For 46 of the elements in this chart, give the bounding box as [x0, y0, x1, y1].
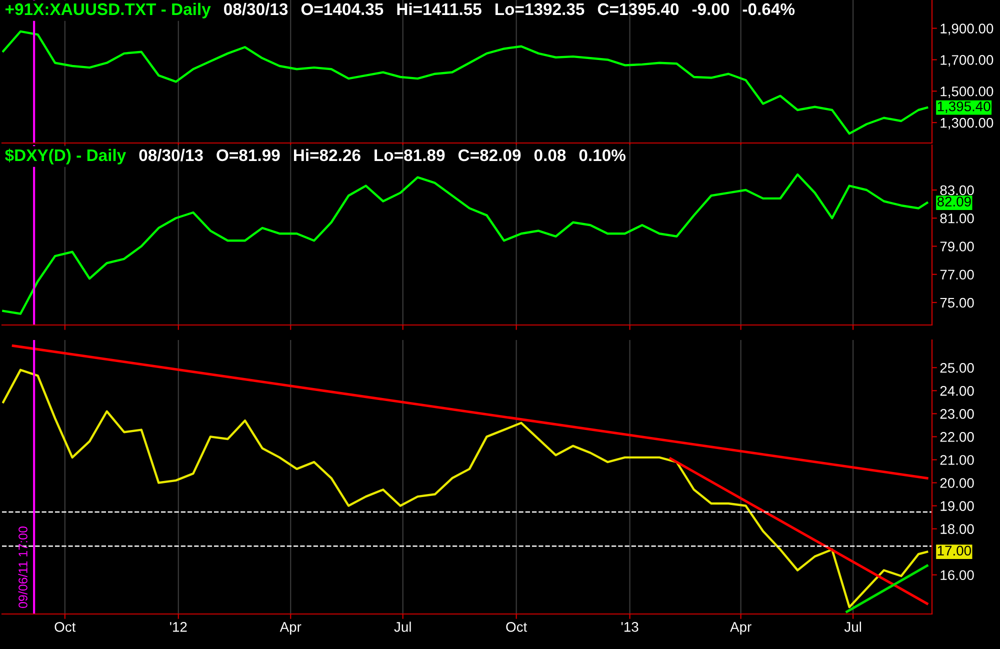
annotation: -9.00 [692, 3, 730, 16]
y-tick-label: 81.00 [940, 213, 974, 224]
y-tick-label: 20.00 [940, 478, 974, 488]
x-tick-label: Apr [730, 622, 752, 635]
y-tick-label: 79.00 [940, 242, 974, 252]
y-tick-label: 21.00 [940, 455, 974, 465]
annotation: C=1395.40 [598, 3, 679, 16]
chart-title: +91X:XAUUSD.TXT - Daily [5, 2, 211, 18]
y-tick-label: 25.00 [940, 362, 974, 373]
x-tick-label: Jul [394, 622, 411, 632]
y-tick-label: 1,300.00 [940, 118, 994, 130]
y-tick-label: 1,500.00 [940, 86, 994, 98]
annotation: 0.08 [534, 149, 566, 162]
annotation: O=1404.35 [301, 3, 384, 16]
x-tick-label: Jul [844, 622, 862, 632]
annotation: Hi=82.26 [294, 148, 360, 162]
x-tick-label: Oct [506, 622, 528, 632]
annotation: 08/30/13 [224, 2, 288, 16]
annotation: Hi=1411.55 [397, 2, 482, 16]
ref-line-label: 09/06/11 17:00 [18, 526, 28, 608]
annotation: O=81.99 [216, 149, 280, 162]
annotation: 82.09 [937, 196, 971, 207]
y-tick-label: 1,900.00 [940, 24, 994, 36]
annotation: -0.64% [742, 3, 795, 16]
y-tick-label: 19.00 [940, 501, 974, 511]
x-tick-label: Oct [54, 622, 76, 632]
annotation: C=82.09 [458, 149, 521, 162]
x-tick-label: '12 [170, 622, 187, 632]
annotation: 08/30/13 [139, 148, 203, 162]
y-tick-label: 23.00 [940, 409, 974, 419]
x-tick-label: '13 [621, 622, 638, 632]
annotation: Lo=1392.35 [496, 3, 584, 16]
y-tick-label: 24.00 [940, 386, 974, 396]
y-tick-label: 18.00 [940, 524, 974, 534]
y-tick-label: 77.00 [940, 270, 974, 280]
y-tick-label: 22.00 [940, 432, 974, 442]
y-tick-label: 16.00 [940, 570, 974, 580]
annotation: 17.00 [938, 546, 971, 556]
x-tick-label: Apr [280, 622, 302, 635]
annotation: 0.10% [579, 149, 626, 162]
y-tick-label: 83.00 [940, 185, 974, 196]
chart-title: $DXY(D) - Daily [5, 148, 126, 164]
y-tick-label: 1,700.00 [940, 55, 994, 67]
annotation: 1,395.40 [938, 101, 990, 113]
y-tick-label: 75.00 [940, 298, 974, 308]
annotation: Lo=81.89 [374, 149, 445, 162]
